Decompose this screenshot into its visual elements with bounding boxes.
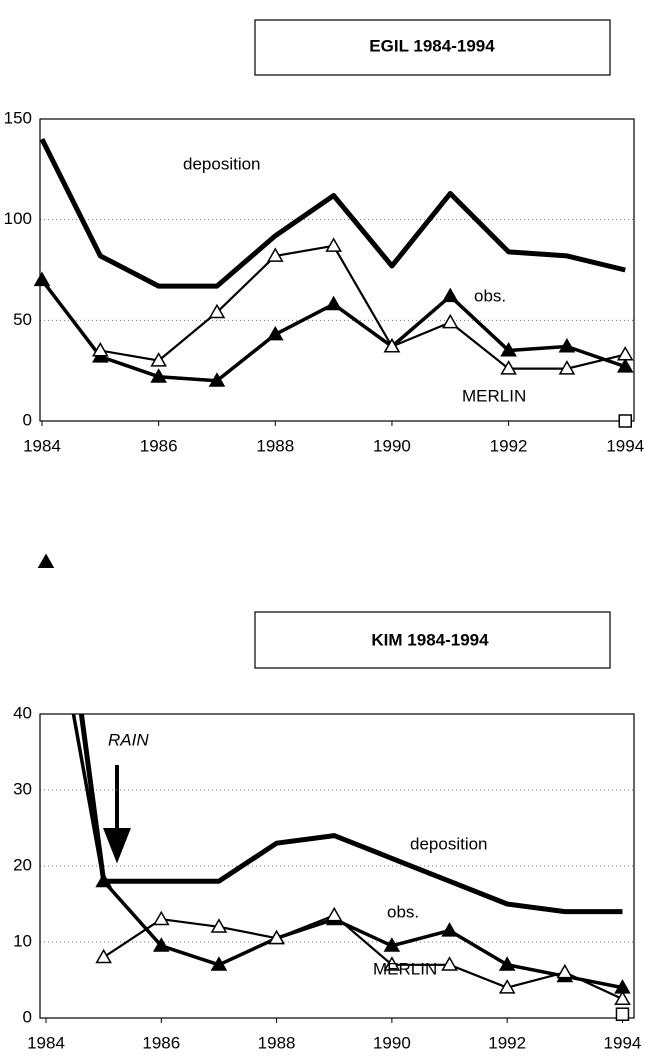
- annotation: RAIN: [108, 730, 149, 749]
- chart-title: KIM 1984-1994: [371, 630, 489, 649]
- chart-title: EGIL 1984-1994: [369, 36, 495, 55]
- x-tick-label: 1990: [373, 436, 411, 455]
- x-tick-label: 1984: [23, 436, 61, 455]
- marker: [441, 956, 458, 971]
- marker: [33, 271, 51, 287]
- y-tick-label: 30: [13, 779, 32, 798]
- marker: [37, 553, 55, 568]
- marker: [267, 325, 284, 341]
- marker: [618, 414, 633, 428]
- series-label: obs.: [474, 286, 506, 305]
- marker: [383, 337, 401, 353]
- series-label: obs.: [387, 902, 419, 921]
- title-box: [254, 19, 611, 76]
- series-label: MERLIN: [462, 386, 526, 405]
- marker: [210, 918, 228, 933]
- x-tick-label: 1986: [140, 436, 178, 455]
- marker: [500, 360, 517, 375]
- series-line: [103, 914, 623, 1000]
- marker: [95, 948, 112, 964]
- series-line: [40, 138, 626, 289]
- y-tick-label: 100: [4, 209, 32, 228]
- marker: [208, 372, 226, 387]
- marker: [498, 956, 516, 971]
- y-tick-label: 10: [13, 931, 32, 950]
- series-label: deposition: [410, 834, 488, 853]
- y-tick-label: 50: [13, 310, 32, 329]
- marker: [616, 346, 634, 361]
- x-tick-label: 1988: [256, 436, 294, 455]
- marker: [150, 352, 167, 367]
- y-tick-label: 40: [13, 703, 32, 722]
- series-line: [100, 244, 626, 370]
- plot-frame: [39, 713, 635, 1019]
- marker: [441, 313, 459, 329]
- marker: [153, 937, 170, 952]
- x-tick-label: 1988: [258, 1033, 296, 1052]
- x-tick-label: 1994: [604, 1033, 642, 1052]
- y-tick-label: 20: [13, 855, 32, 874]
- marker: [325, 295, 342, 311]
- series-layer: [40, 138, 626, 383]
- y-tick-label: 0: [23, 1007, 32, 1026]
- series-label: deposition: [183, 154, 261, 173]
- marker: [556, 963, 574, 979]
- arrow: [103, 765, 131, 864]
- marker: [614, 990, 631, 1005]
- marker: [325, 237, 342, 252]
- marker: [210, 956, 228, 971]
- marker: [153, 910, 170, 926]
- x-tick-label: 1994: [606, 436, 644, 455]
- marker: [95, 872, 112, 888]
- marker: [441, 922, 458, 937]
- x-tick-label: 1992: [490, 436, 528, 455]
- marker: [558, 360, 576, 375]
- marker: [616, 358, 634, 373]
- x-tick-label: 1990: [373, 1033, 411, 1052]
- series-label: MERLIN: [373, 959, 437, 978]
- title-box: [254, 611, 611, 669]
- x-tick-label: 1992: [488, 1033, 526, 1052]
- marker: [208, 303, 226, 319]
- marker: [325, 906, 343, 922]
- marker: [92, 342, 109, 357]
- marker: [615, 1007, 630, 1021]
- x-tick-label: 1984: [27, 1033, 65, 1052]
- y-tick-label: 0: [23, 410, 32, 429]
- marker: [498, 979, 516, 994]
- marker: [383, 956, 401, 971]
- marker: [441, 287, 459, 303]
- series-line: [40, 279, 626, 383]
- x-tick-label: 1986: [142, 1033, 180, 1052]
- marker: [268, 929, 285, 945]
- series-line: [78, 714, 623, 915]
- marker: [267, 247, 284, 262]
- marker: [150, 368, 167, 383]
- marker: [558, 337, 576, 353]
- plot-frame: [39, 118, 635, 422]
- y-tick-label: 150: [4, 108, 32, 127]
- marker: [383, 937, 401, 952]
- marker: [500, 342, 517, 357]
